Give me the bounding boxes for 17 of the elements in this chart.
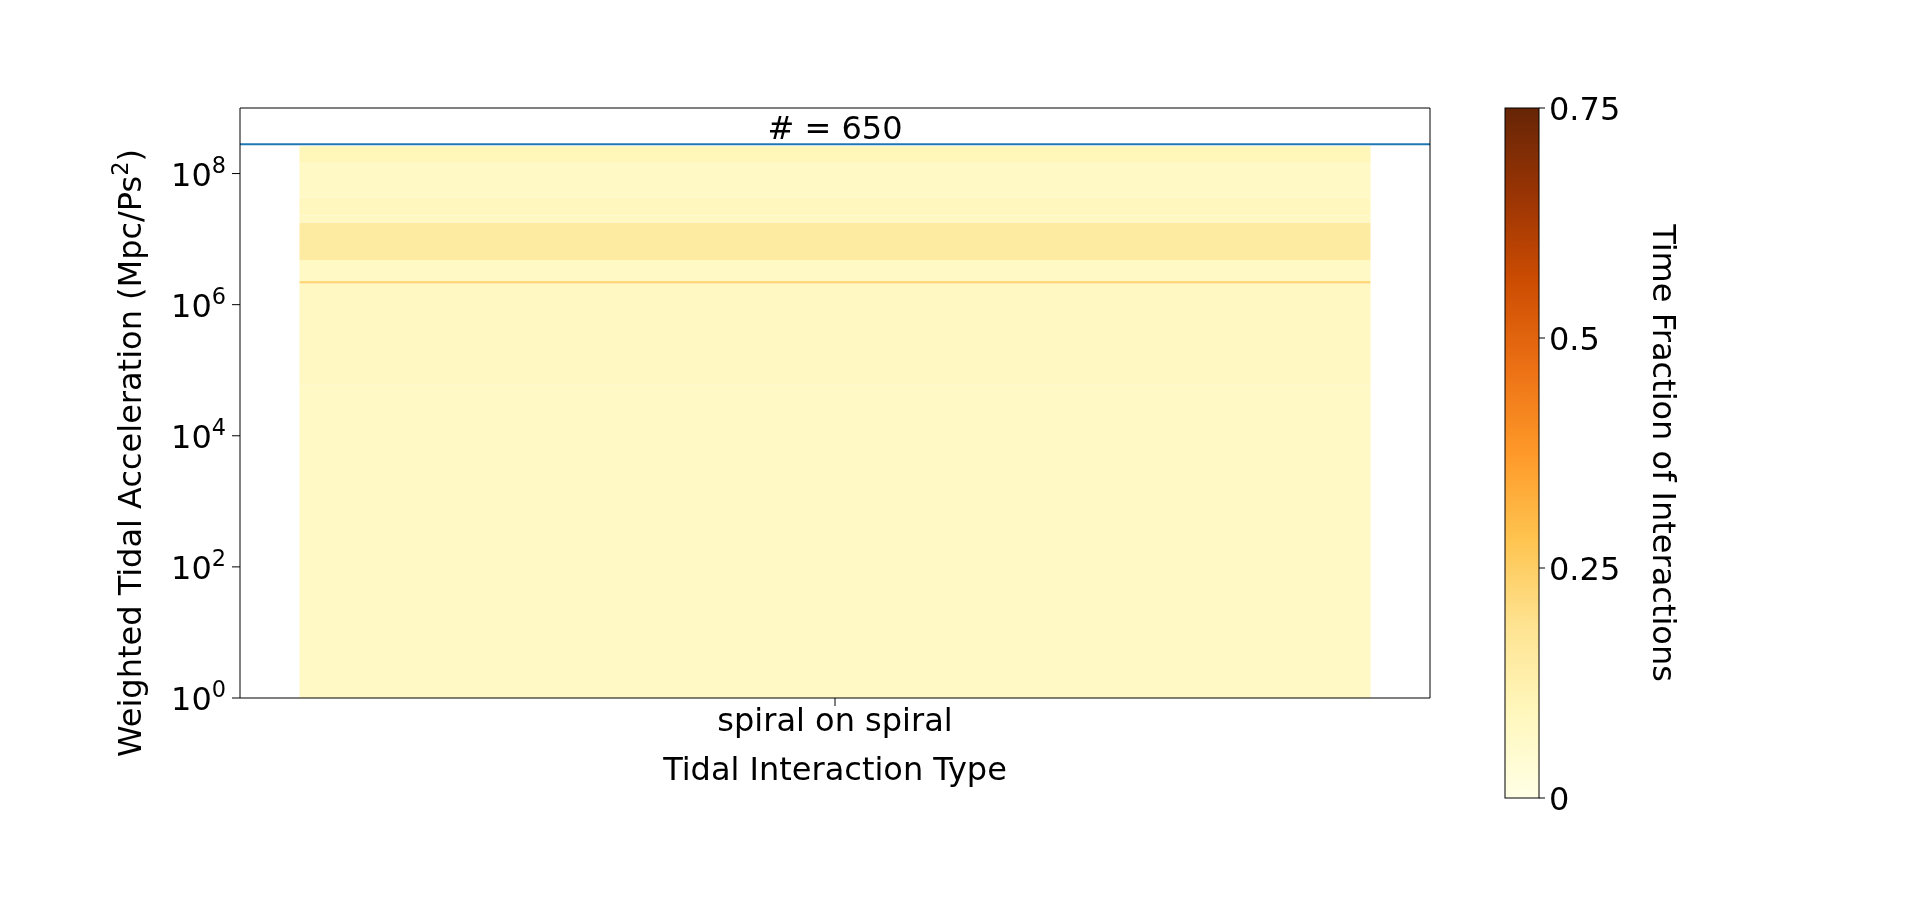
color-bar-label: 0.75: [1549, 90, 1621, 128]
x-axis-title: Tidal Interaction Type: [662, 750, 1007, 788]
color-bar-label: 0.25: [1549, 550, 1621, 588]
color-bar-title: Time Fraction of Interactions: [1645, 223, 1683, 682]
y-tick-label: 10$^{4}$: [171, 413, 226, 456]
y-tick-label: 10$^{6}$: [171, 282, 226, 325]
annotation: # = 650: [767, 109, 903, 147]
bar: [299, 222, 1371, 261]
bar: [299, 260, 1371, 281]
x-tick-label: spiral on spiral: [717, 700, 953, 739]
bar: [299, 280, 1371, 284]
y-tick-label: 10$^{8}$: [171, 151, 226, 194]
y-tick-label: 10$^{2}$: [171, 544, 226, 587]
color-bar-label: 0.5: [1549, 320, 1600, 358]
bar: [299, 146, 1371, 163]
color-bar-label: 0: [1549, 780, 1570, 818]
y-tick-label: 10$^{0}$: [171, 676, 226, 718]
